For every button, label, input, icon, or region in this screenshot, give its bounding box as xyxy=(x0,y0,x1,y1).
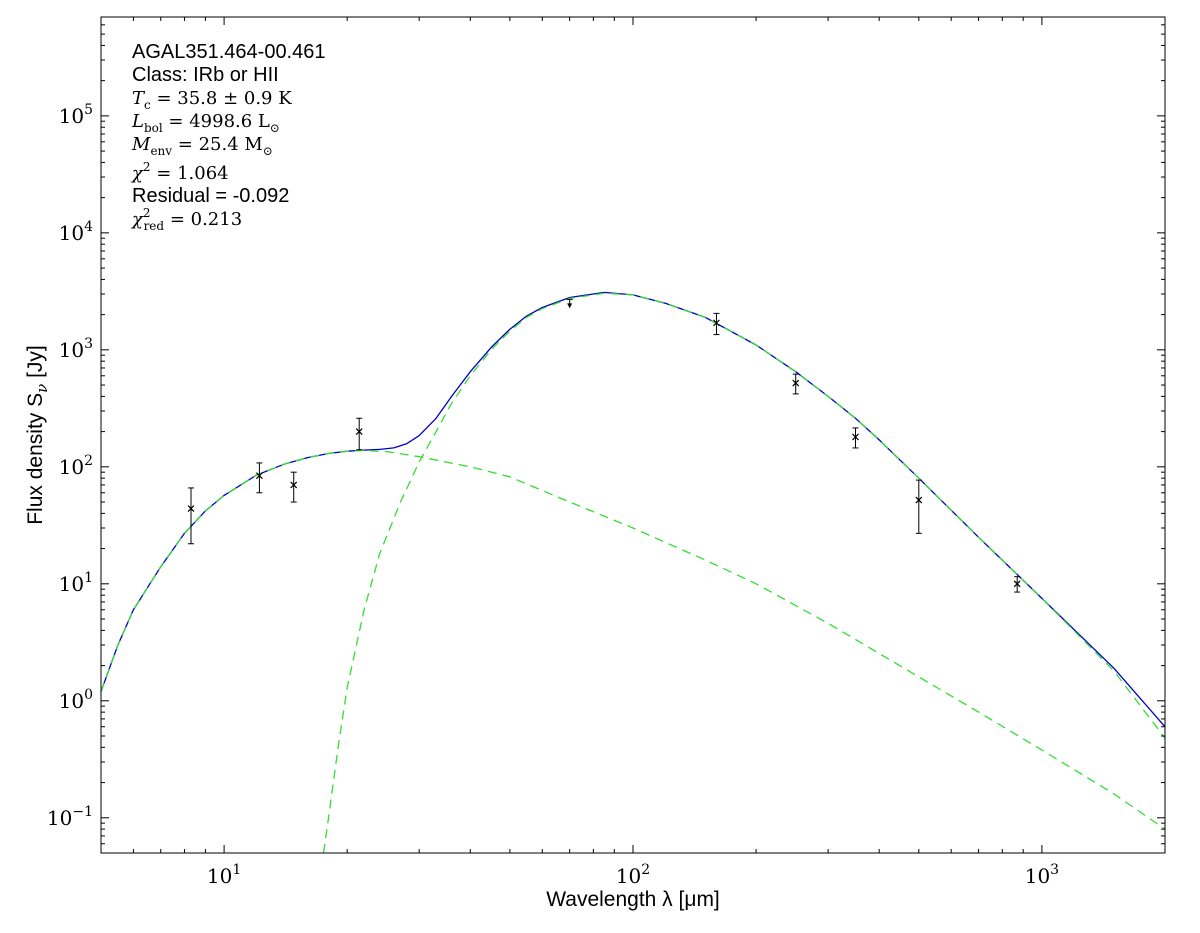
annotation-math: χ2 red = 0.213 xyxy=(130,206,242,233)
y-tick-label-base: 10 xyxy=(59,104,84,128)
annotation-symbol: M xyxy=(131,134,151,155)
x-tick-label-base: 10 xyxy=(616,864,641,888)
x-tick-label: 101 xyxy=(207,862,241,888)
y-tick-label-exp: 4 xyxy=(84,219,93,235)
y-tick-label: 10−1 xyxy=(47,804,93,830)
annotation-math: Lbol = 4998.6 L⊙ xyxy=(131,111,280,135)
data-point xyxy=(290,481,298,489)
y-tick-label-base: 10 xyxy=(59,338,84,362)
y-tick-label: 103 xyxy=(59,336,93,362)
y-axis-label-main: Flux density S xyxy=(24,393,47,525)
data-point xyxy=(792,379,800,387)
annotation-sup: 2 xyxy=(143,160,151,174)
annotation-sup: 2 xyxy=(143,206,151,220)
data-point xyxy=(852,433,859,441)
total-sed-curve xyxy=(101,291,1165,728)
y-tick-label: 101 xyxy=(59,570,93,596)
y-tick-label-exp: 3 xyxy=(84,336,93,352)
annotation-value: = 1.064 xyxy=(151,163,229,184)
annotation-symbol: T xyxy=(132,88,146,109)
upper-limit-arrow xyxy=(567,303,573,309)
data-point xyxy=(255,472,263,480)
y-tick-label-base: 10 xyxy=(59,455,84,479)
y-tick-label: 102 xyxy=(59,453,93,479)
annotation-text: AGAL351.464-00.461 xyxy=(132,41,326,63)
data-point xyxy=(915,496,923,504)
x-tick-label-base: 10 xyxy=(207,864,232,888)
y-tick-label-exp: 5 xyxy=(84,102,93,118)
annotation-math: Tc = 35.8 ± 0.9 K xyxy=(132,88,292,112)
y-tick-label-base: 10 xyxy=(47,806,72,830)
annotation-sub: bol xyxy=(144,121,163,135)
x-axis-label: Wavelength λ [μm] xyxy=(546,888,720,911)
data-point xyxy=(1013,580,1021,588)
x-tick-label-exp: 3 xyxy=(1050,862,1059,878)
annotation-symbol: χ xyxy=(130,163,144,184)
y-tick-label-exp: 0 xyxy=(84,687,93,703)
y-axis-label-unit: [Jy] xyxy=(24,345,47,384)
y-tick-label: 104 xyxy=(59,219,93,245)
annotation-sun-symbol: ⊙ xyxy=(270,121,280,135)
annotation-sub: c xyxy=(144,98,151,112)
annotation-value: = 0.213 xyxy=(164,209,242,230)
annotation-sub: env xyxy=(150,144,172,158)
annotation-value: = 4998.6 L xyxy=(163,111,270,132)
annotation-sub: red xyxy=(144,219,165,233)
plot-frame xyxy=(100,16,1166,854)
y-axis-label: Flux density Sν [Jy] xyxy=(24,345,51,525)
x-tick-label-exp: 2 xyxy=(641,862,650,878)
annotation-symbol: χ xyxy=(130,209,144,230)
annotation-symbol: L xyxy=(131,111,144,132)
data-point xyxy=(713,319,720,327)
y-tick-label-exp: −1 xyxy=(72,804,93,820)
x-tick-label-exp: 1 xyxy=(232,862,241,878)
x-tick-label: 103 xyxy=(1025,862,1059,888)
data-point xyxy=(355,428,363,436)
annotation-math: Menv = 25.4 M⊙ xyxy=(131,134,273,158)
annotation-value: = 35.8 ± 0.9 K xyxy=(151,88,292,109)
component-curve-4 xyxy=(322,292,1165,853)
annotation-text: Residual = -0.092 xyxy=(132,185,289,207)
annotation-math: χ2 = 1.064 xyxy=(130,160,229,184)
y-tick-label-base: 10 xyxy=(59,572,84,596)
component-curve-3 xyxy=(101,449,1165,830)
plot-background xyxy=(101,17,1165,853)
y-tick-label-exp: 2 xyxy=(84,453,93,469)
annotation-sun-symbol: ⊙ xyxy=(263,144,273,158)
x-tick-label-base: 10 xyxy=(1025,864,1050,888)
annotation-value: = 25.4 M xyxy=(172,134,263,155)
y-tick-label-base: 10 xyxy=(59,689,84,713)
x-tick-label: 102 xyxy=(616,862,650,888)
axis-ticks xyxy=(100,16,1166,854)
y-tick-label-base: 10 xyxy=(59,221,84,245)
y-tick-label: 100 xyxy=(59,687,93,713)
y-tick-label: 105 xyxy=(59,102,93,128)
y-tick-label-exp: 1 xyxy=(84,570,93,586)
data-markers xyxy=(187,298,1021,593)
data-point xyxy=(187,505,195,512)
model-curves xyxy=(101,291,1165,853)
annotation-text: Class: IRb or HII xyxy=(132,64,279,86)
y-axis-label-sub: ν xyxy=(33,384,51,393)
